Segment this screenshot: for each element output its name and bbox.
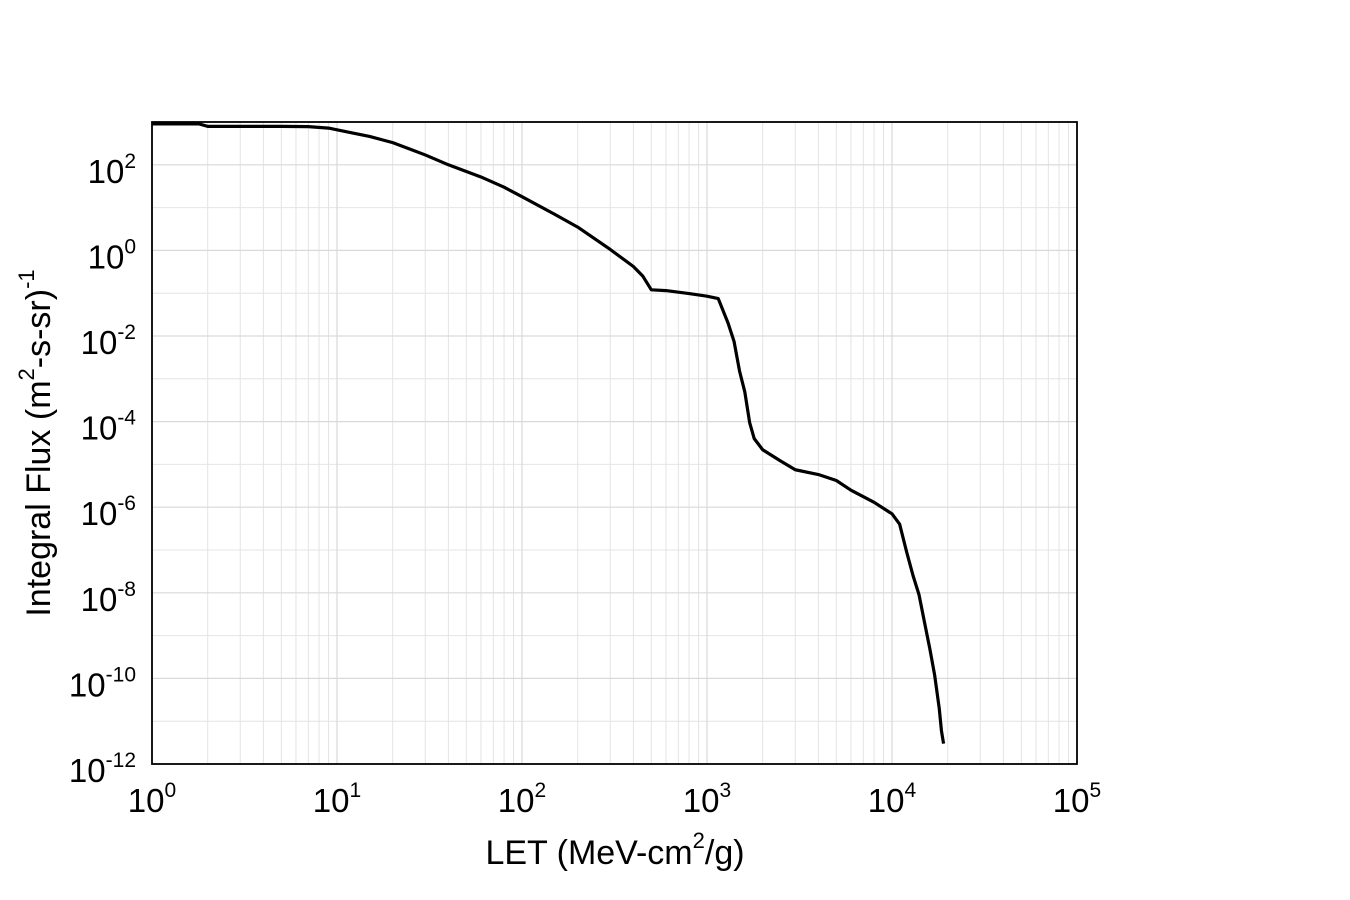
x-tick-label: 101 xyxy=(313,779,361,819)
series-layer xyxy=(152,122,946,744)
x-tick-label: 100 xyxy=(128,779,176,819)
x-axis-title: LET (MeV-cm2/g) xyxy=(485,828,744,872)
x-tick-label: 105 xyxy=(1053,779,1101,819)
x-tick-label: 103 xyxy=(683,779,731,819)
x-tick-label: 102 xyxy=(498,779,546,819)
plot-area-frame xyxy=(151,121,1078,765)
y-tick-label: 100 xyxy=(88,235,136,275)
major-gridlines xyxy=(151,122,1077,764)
x-axis-tick-labels: 100 101 102 103 104 105 xyxy=(128,779,1101,819)
y-tick-label: 10-6 xyxy=(81,492,136,532)
y-tick-label: 102 xyxy=(88,150,136,190)
x-tick-label: 104 xyxy=(868,779,917,819)
y-tick-label: 10-2 xyxy=(81,321,136,361)
y-axis-tick-labels: 102 100 10-2 10-4 10-6 10-8 10-10 10-12 xyxy=(69,150,136,789)
y-axis-title: Integral Flux (m2-s-sr)-1 xyxy=(14,269,58,616)
y-tick-label: 10-12 xyxy=(69,749,136,789)
y-tick-label: 10-10 xyxy=(69,663,136,703)
y-tick-label: 10-4 xyxy=(81,407,137,447)
series-line-1 xyxy=(152,122,946,744)
y-tick-label: 10-8 xyxy=(81,578,136,618)
minor-gridlines xyxy=(152,122,1077,764)
